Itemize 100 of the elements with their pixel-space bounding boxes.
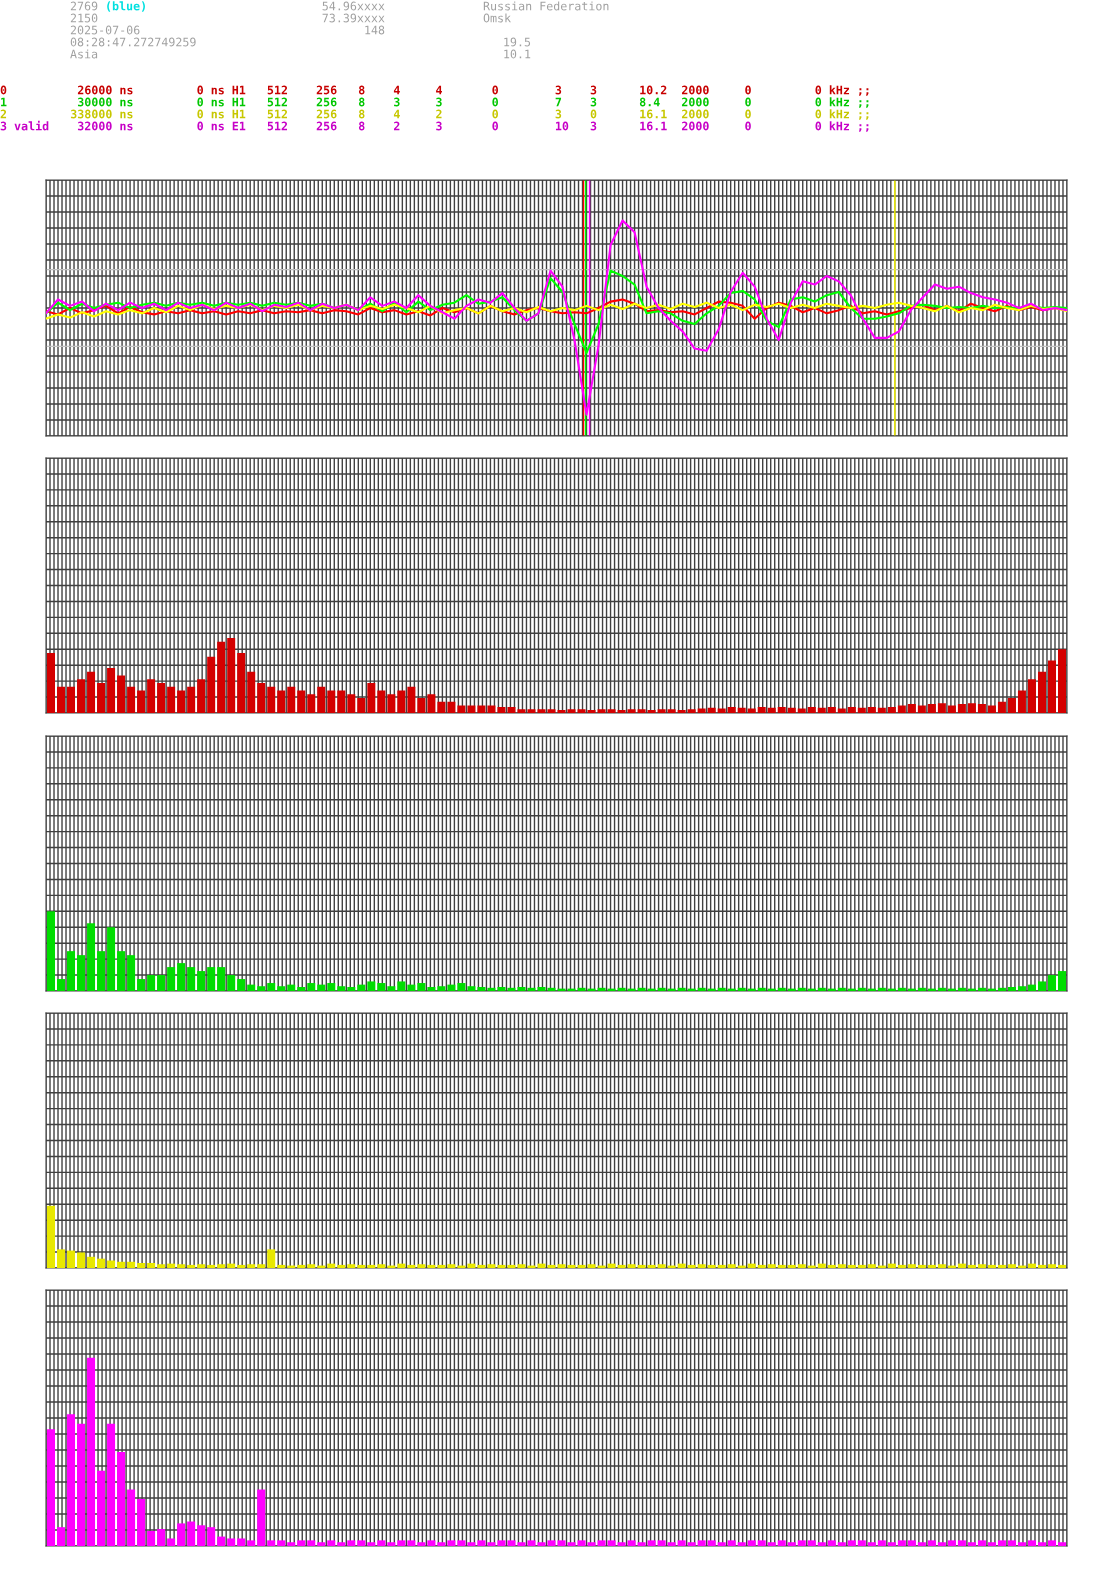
bar (297, 1540, 306, 1546)
bar (147, 679, 156, 713)
bar (357, 698, 366, 713)
bar (557, 710, 566, 713)
bar (1057, 649, 1066, 713)
bar (517, 1264, 526, 1268)
bar (907, 1540, 916, 1546)
bar (587, 1264, 596, 1268)
bar (967, 1542, 976, 1546)
bar (467, 1542, 476, 1546)
bar (457, 1540, 466, 1546)
bar (197, 1525, 206, 1546)
bar (367, 1542, 376, 1546)
bar (977, 1540, 986, 1546)
bar (47, 911, 56, 991)
bar (107, 1423, 116, 1546)
bar (277, 690, 286, 713)
bar (487, 1264, 496, 1268)
bar (537, 709, 546, 713)
bar (757, 707, 766, 713)
bar (817, 1263, 826, 1268)
bar (417, 1264, 426, 1268)
bar (647, 1264, 656, 1268)
bar (1057, 1264, 1066, 1268)
bar (427, 1540, 436, 1546)
bar (887, 707, 896, 713)
text: 148 (365, 25, 385, 35)
bar (467, 1263, 476, 1268)
bar (657, 987, 666, 991)
text: 0 26000 ns 0 ns H1 512 256 8 4 4 0 3 3 10.2 2000 0 0 kHz ;; (0, 85, 869, 96)
bar (1047, 1264, 1056, 1268)
bar (247, 1264, 256, 1268)
bar (657, 1264, 666, 1268)
bar (167, 686, 176, 713)
bar (887, 1542, 896, 1546)
bar (567, 709, 576, 713)
bar (737, 1542, 746, 1546)
bar (217, 967, 226, 991)
bar (967, 703, 976, 713)
bar (447, 1264, 456, 1268)
bar (607, 1263, 616, 1268)
bar (507, 987, 516, 991)
bar (437, 1264, 446, 1268)
bar (327, 1540, 336, 1546)
bar (1037, 1264, 1046, 1268)
bar (427, 1264, 436, 1268)
bar (777, 1540, 786, 1546)
bar (297, 987, 306, 991)
bar (1057, 1542, 1066, 1546)
bar (217, 1264, 226, 1268)
bar (137, 1263, 146, 1268)
bar (167, 1263, 176, 1268)
bar (757, 987, 766, 991)
bar (117, 1261, 126, 1268)
bar (57, 686, 66, 713)
bar (677, 1263, 686, 1268)
bar (507, 1540, 516, 1546)
bar (387, 986, 396, 991)
bar (827, 1264, 836, 1268)
bar (1047, 1540, 1056, 1546)
bar (337, 690, 346, 713)
bar (407, 984, 416, 991)
bar (907, 704, 916, 713)
bar (737, 707, 746, 713)
bar (77, 1423, 86, 1546)
bar (277, 986, 286, 991)
bar (837, 1542, 846, 1546)
bar (457, 705, 466, 713)
bar (587, 1542, 596, 1546)
bar (787, 1264, 796, 1268)
bar (917, 705, 926, 713)
bar (47, 1205, 56, 1268)
bar (1017, 986, 1026, 991)
bar (347, 1264, 356, 1268)
bar (617, 1264, 626, 1268)
bar (187, 1521, 196, 1546)
bar (437, 1542, 446, 1546)
bar (927, 1540, 936, 1546)
bar (517, 1542, 526, 1546)
text: 10.1 (504, 49, 531, 59)
bar (817, 1542, 826, 1546)
bar (407, 1540, 416, 1546)
bar (557, 1540, 566, 1546)
bar (367, 683, 376, 713)
bar (377, 690, 386, 713)
bar (57, 1527, 66, 1546)
bar (517, 709, 526, 713)
bar (837, 708, 846, 713)
bar (87, 923, 96, 991)
bar (267, 1540, 276, 1546)
bar (147, 975, 156, 991)
text: 08:28:47.272749259 (70, 37, 196, 47)
bar (987, 705, 996, 713)
bar (807, 1540, 816, 1546)
bar (827, 1540, 836, 1546)
bar (937, 1264, 946, 1268)
bar (237, 1538, 246, 1546)
bar (917, 1542, 926, 1546)
bar (137, 1498, 146, 1546)
bar (257, 1489, 266, 1546)
